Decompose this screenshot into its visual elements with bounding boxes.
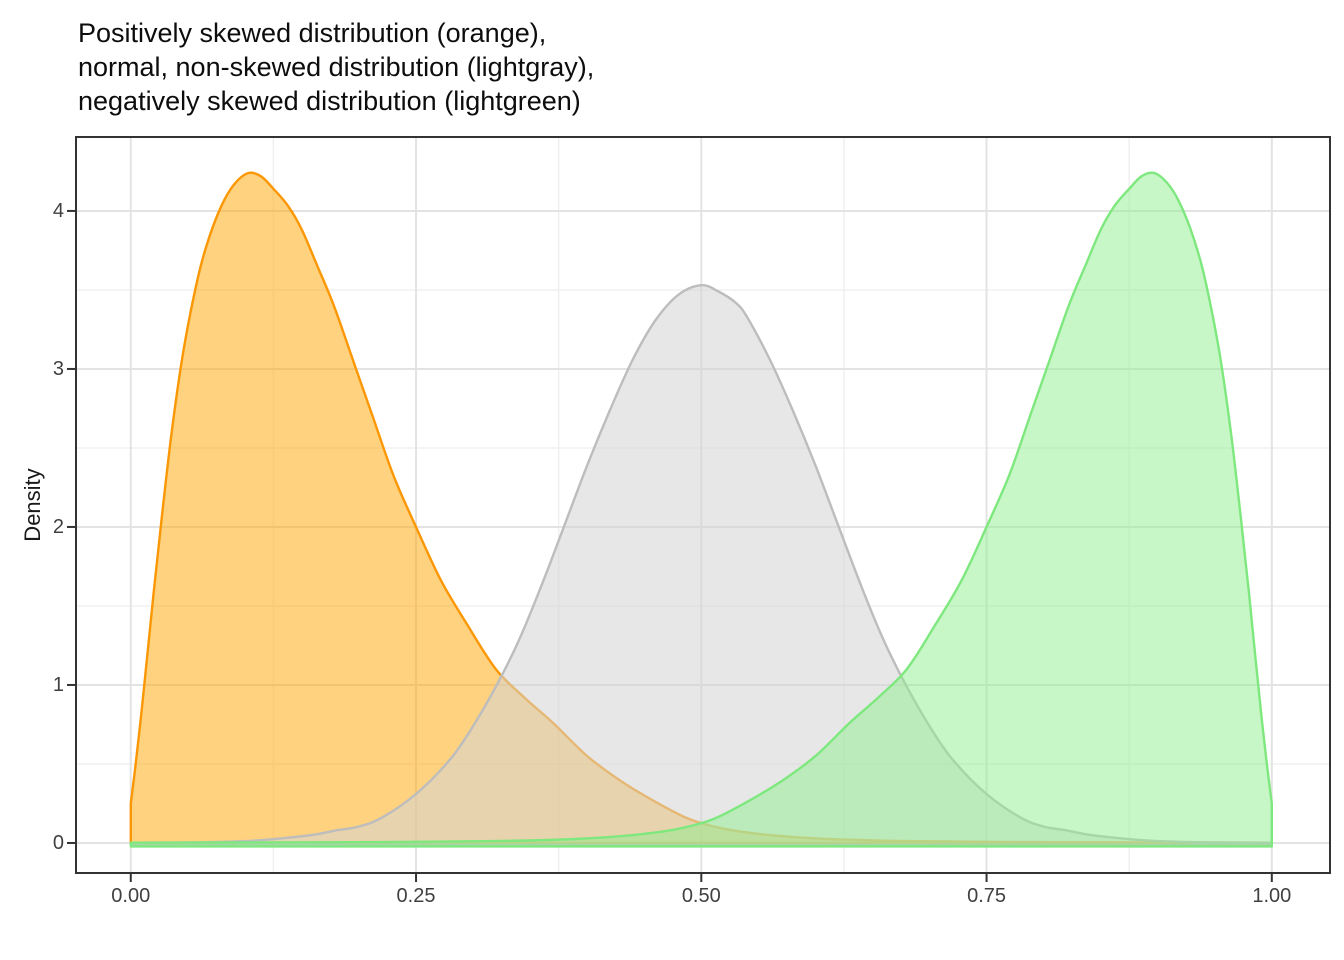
panel-border: [75, 136, 1331, 874]
y-tick-label: 4: [52, 199, 64, 222]
y-tick-label: 3: [52, 357, 64, 380]
plot-title-line: Positively skewed distribution (orange),: [78, 18, 547, 48]
y-tick-label: 0: [52, 831, 64, 854]
x-tick-label: 0.75: [967, 885, 1007, 907]
x-tick-label: 1.00: [1252, 885, 1292, 907]
y-tick-label: 1: [52, 673, 64, 696]
plot-title: Positively skewed distribution (orange),…: [78, 16, 594, 118]
density-curve-negatively-skewed: [129, 171, 1273, 848]
x-tick-label: 0.50: [681, 885, 721, 907]
plot-title-line: negatively skewed distribution (lightgre…: [78, 86, 581, 116]
y-tick-label: 2: [52, 515, 64, 538]
y-axis-title: Density: [20, 468, 45, 542]
x-tick-label: 0.25: [396, 885, 436, 907]
plot-title-line: normal, non-skewed distribution (lightgr…: [78, 52, 595, 82]
x-tick-label: 0.00: [111, 885, 151, 907]
